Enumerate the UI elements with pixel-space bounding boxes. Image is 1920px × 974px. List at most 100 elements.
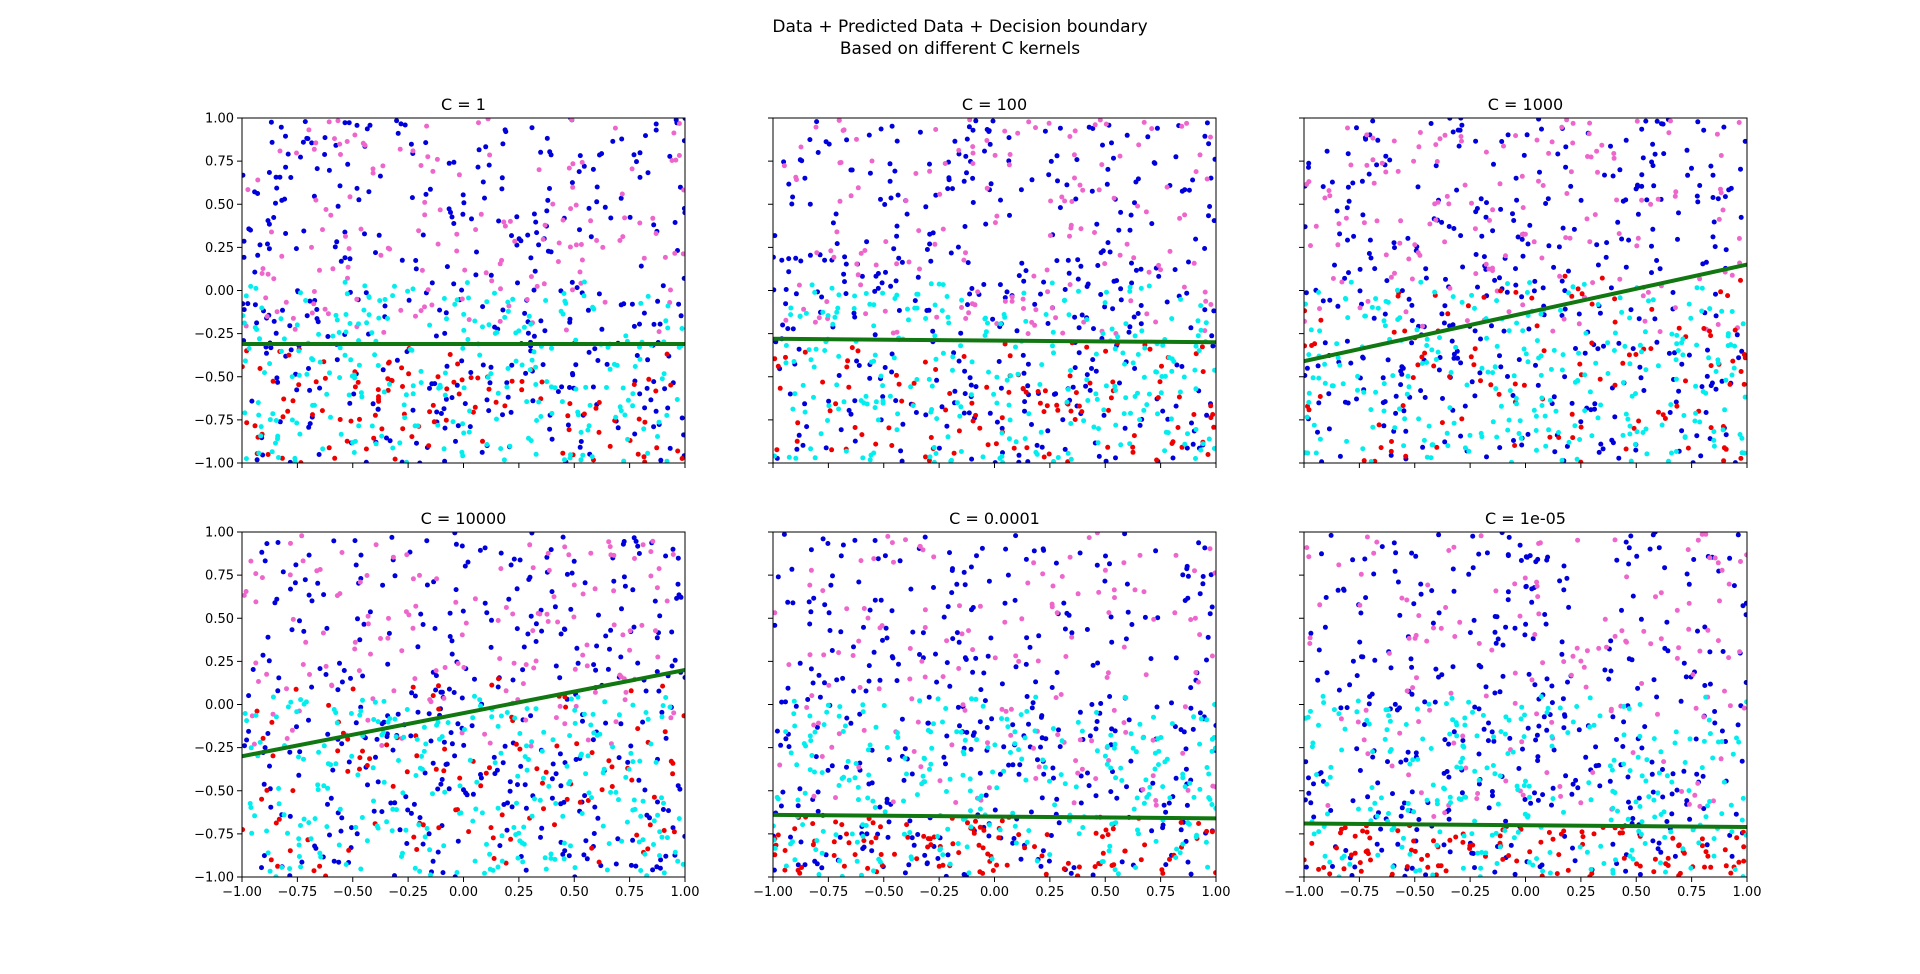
scatter-point — [573, 242, 579, 248]
scatter-point — [564, 796, 570, 802]
scatter-point — [1731, 583, 1737, 589]
scatter-point — [1533, 362, 1538, 368]
subplot-grid: C = 1−1.00−0.75−0.50−0.250.000.250.500.7… — [194, 95, 1761, 900]
scatter-point — [1153, 548, 1159, 554]
scatter-point — [534, 766, 540, 772]
scatter-point — [523, 717, 529, 723]
scatter-point — [399, 459, 405, 463]
scatter-point — [521, 824, 527, 830]
scatter-point — [809, 753, 815, 758]
scatter-point — [470, 791, 476, 797]
scatter-point — [1648, 346, 1654, 352]
scatter-point — [1649, 243, 1654, 249]
scatter-point — [587, 402, 593, 408]
scatter-point — [1048, 198, 1054, 204]
scatter-point — [1151, 714, 1156, 720]
scatter-point — [844, 606, 850, 612]
scatter-point — [1068, 421, 1074, 426]
scatter-point — [302, 577, 308, 583]
scatter-point — [503, 605, 509, 610]
scatter-point — [1420, 360, 1425, 366]
scatter-point — [419, 753, 424, 759]
subplot-title: C = 1 — [441, 95, 486, 114]
scatter-point — [1038, 429, 1044, 435]
scatter-point — [1561, 563, 1567, 569]
scatter-point — [1517, 542, 1523, 548]
scatter-point — [856, 764, 862, 770]
scatter-point — [1610, 440, 1616, 446]
scatter-point — [1551, 347, 1557, 353]
scatter-point — [288, 699, 294, 705]
scatter-point — [962, 582, 968, 588]
scatter-point — [557, 751, 563, 757]
scatter-point — [1143, 672, 1149, 678]
scatter-point — [344, 139, 350, 144]
scatter-points — [1304, 532, 1747, 877]
scatter-point — [1437, 335, 1442, 341]
scatter-point — [1012, 823, 1018, 829]
scatter-point — [969, 400, 975, 406]
scatter-point — [992, 220, 998, 226]
scatter-point — [1725, 331, 1731, 337]
scatter-point — [997, 282, 1003, 288]
scatter-point — [306, 424, 312, 430]
scatter-point — [1026, 828, 1032, 834]
scatter-point — [1029, 422, 1034, 427]
scatter-point — [860, 709, 866, 715]
scatter-point — [1089, 702, 1095, 707]
scatter-point — [549, 410, 555, 416]
scatter-point — [339, 679, 345, 685]
scatter-point — [1486, 266, 1492, 272]
scatter-point — [643, 688, 649, 694]
scatter-point — [790, 194, 796, 200]
scatter-point — [1024, 839, 1030, 845]
scatter-point — [1476, 781, 1482, 787]
scatter-point — [547, 186, 552, 191]
scatter-point — [1723, 739, 1728, 744]
scatter-point — [454, 248, 460, 254]
scatter-point — [801, 306, 807, 312]
scatter-point — [326, 702, 332, 708]
scatter-point — [662, 254, 668, 260]
scatter-point — [1423, 275, 1429, 281]
scatter-point — [442, 425, 448, 431]
scatter-point — [363, 446, 369, 452]
scatter-point — [531, 349, 537, 355]
scatter-point — [1090, 357, 1096, 363]
scatter-point — [1654, 339, 1660, 345]
scatter-point — [1577, 437, 1583, 442]
scatter-point — [588, 722, 594, 728]
scatter-point — [813, 124, 819, 130]
scatter-point — [1479, 365, 1485, 371]
scatter-point — [1154, 457, 1160, 463]
scatter-point — [885, 834, 891, 840]
scatter-point — [308, 836, 314, 842]
scatter-point — [243, 456, 249, 462]
scatter-point — [1068, 225, 1074, 231]
scatter-point — [895, 411, 901, 417]
scatter-point — [1003, 546, 1009, 552]
scatter-point — [462, 267, 468, 273]
scatter-point — [317, 666, 323, 672]
scatter-point — [630, 702, 636, 708]
scatter-point — [1034, 858, 1040, 864]
scatter-point — [1207, 611, 1213, 617]
scatter-point — [1700, 389, 1706, 395]
scatter-point — [470, 409, 476, 415]
scatter-point — [960, 749, 966, 755]
scatter-point — [333, 710, 339, 716]
scatter-point — [244, 718, 250, 724]
scatter-point — [498, 550, 504, 556]
scatter-point — [407, 346, 413, 352]
scatter-point — [1143, 777, 1149, 783]
scatter-point — [1105, 240, 1111, 246]
scatter-point — [1113, 455, 1118, 461]
scatter-point — [790, 326, 796, 332]
scatter-point — [442, 370, 448, 376]
scatter-point — [264, 541, 270, 547]
scatter-point — [1508, 842, 1514, 848]
scatter-point — [1342, 275, 1348, 281]
scatter-point — [884, 745, 890, 750]
scatter-point — [357, 755, 363, 761]
scatter-point — [1623, 137, 1629, 143]
